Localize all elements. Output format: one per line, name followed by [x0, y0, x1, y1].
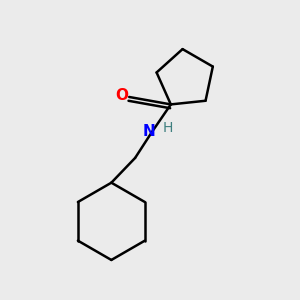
Text: N: N [143, 124, 155, 139]
Text: O: O [116, 88, 129, 103]
Text: H: H [163, 121, 173, 135]
